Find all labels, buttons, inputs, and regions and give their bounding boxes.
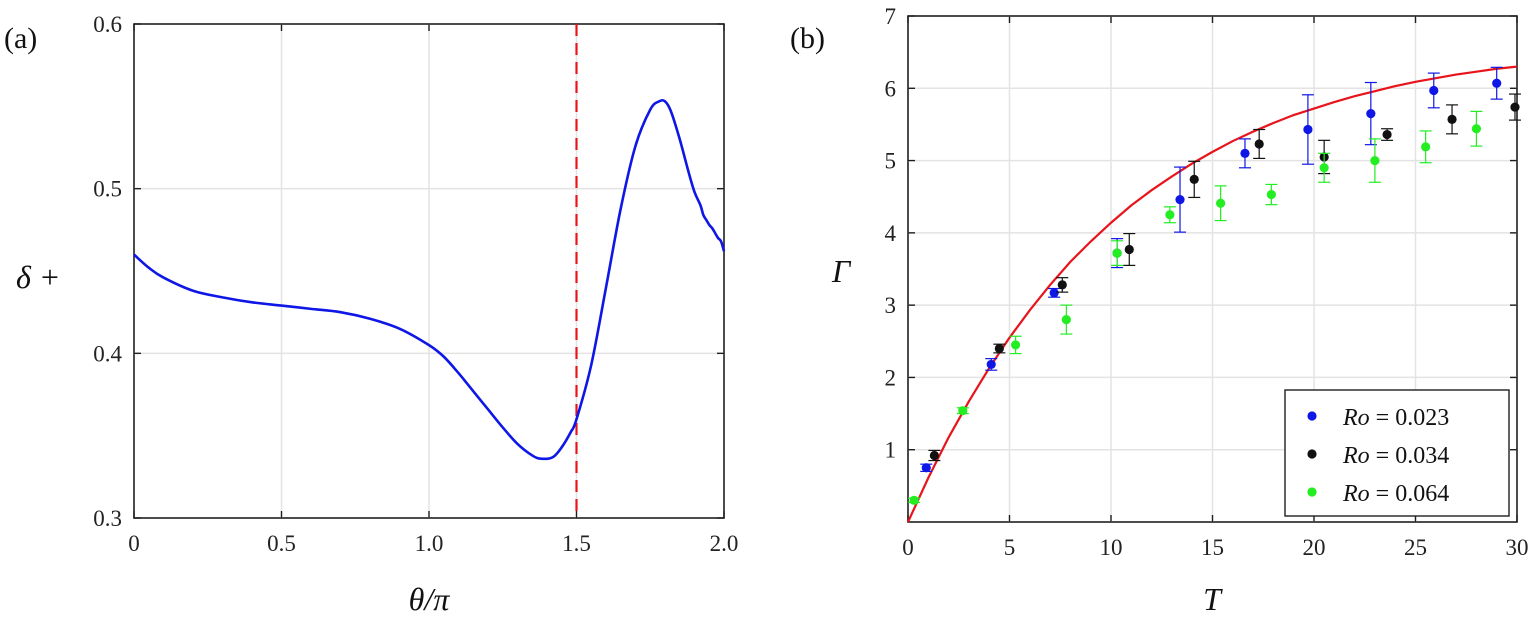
data-point bbox=[1061, 315, 1071, 325]
panel-a-xlabel: θ/π bbox=[409, 581, 451, 617]
data-point bbox=[921, 463, 931, 473]
legend-entry-symbol: Ro bbox=[1342, 481, 1370, 507]
panel-b-series-1 bbox=[928, 93, 1521, 462]
data-point bbox=[1240, 148, 1250, 158]
b-x-tick-label: 10 bbox=[1100, 535, 1123, 560]
data-point bbox=[1254, 139, 1264, 149]
legend-entry-value: = 0.023 bbox=[1370, 405, 1450, 431]
a-x-tick-label: 0 bbox=[128, 531, 140, 556]
b-x-tick-label: 30 bbox=[1506, 535, 1529, 560]
panel-b-ylabel: Γ bbox=[831, 253, 852, 289]
data-point bbox=[1382, 129, 1392, 140]
panel-b-gridlines bbox=[908, 16, 1517, 522]
data-point bbox=[1471, 124, 1481, 134]
b-y-tick-label: 7 bbox=[885, 4, 897, 29]
data-point bbox=[1189, 174, 1199, 184]
b-x-tick-label: 15 bbox=[1201, 535, 1224, 560]
data-point bbox=[1319, 163, 1329, 173]
a-y-tick-label: 0.4 bbox=[93, 341, 122, 366]
data-point bbox=[1303, 124, 1313, 135]
data-point bbox=[1112, 248, 1122, 258]
b-x-tick-label: 25 bbox=[1404, 535, 1427, 560]
panel-a-label: (a) bbox=[4, 22, 37, 55]
a-x-tick-label: 0.5 bbox=[267, 531, 296, 556]
legend-entry-value: = 0.064 bbox=[1370, 481, 1450, 507]
a-y-tick-label: 0.6 bbox=[93, 12, 122, 37]
data-point bbox=[1510, 102, 1520, 112]
panel-a-ticks: 0 0.5 1.0 1.5 2.0 0.3 0.4 0.5 0.6 bbox=[93, 12, 738, 556]
b-x-tick-label: 0 bbox=[902, 535, 914, 560]
data-point bbox=[1370, 155, 1380, 166]
b-y-tick-label: 1 bbox=[885, 438, 897, 463]
panel-b-series bbox=[908, 66, 1521, 505]
data-point bbox=[929, 450, 939, 461]
data-point bbox=[1421, 142, 1431, 152]
data-point bbox=[1165, 210, 1175, 220]
a-x-tick-label: 1.5 bbox=[562, 531, 591, 556]
data-point bbox=[1366, 108, 1376, 119]
b-y-tick-label: 5 bbox=[885, 149, 897, 174]
legend-entry-symbol: Ro bbox=[1342, 443, 1370, 469]
legend-entry-value: = 0.034 bbox=[1370, 443, 1450, 469]
panel-a-series-line bbox=[133, 98, 726, 461]
panel-b-fit-curve bbox=[907, 65, 1518, 523]
b-y-tick-label: 4 bbox=[885, 221, 897, 246]
legend-entry-symbol: Ro bbox=[1342, 405, 1370, 431]
data-point bbox=[958, 406, 968, 416]
panel-b-label: (b) bbox=[790, 22, 825, 55]
b-x-tick-label: 5 bbox=[1004, 535, 1016, 560]
a-x-tick-label: 2.0 bbox=[710, 531, 739, 556]
data-point bbox=[1266, 189, 1276, 200]
b-x-tick-label: 20 bbox=[1303, 535, 1326, 560]
b-y-tick-label: 2 bbox=[885, 365, 897, 390]
data-point bbox=[1010, 340, 1021, 350]
data-point bbox=[1124, 244, 1134, 255]
data-point bbox=[1049, 288, 1059, 298]
data-point bbox=[994, 343, 1004, 354]
legend-marker bbox=[1307, 411, 1317, 421]
a-y-tick-label: 0.3 bbox=[93, 506, 122, 531]
panel-a-line-chart: 0 0.5 1.0 1.5 2.0 0.3 0.4 0.5 0.6 (a) δ + θ/π bbox=[4, 12, 738, 617]
data-point bbox=[1429, 85, 1439, 96]
panel-a-series bbox=[133, 98, 726, 461]
data-point bbox=[1175, 195, 1185, 205]
panel-b-xlabel: T bbox=[1203, 581, 1223, 617]
b-y-tick-label: 3 bbox=[885, 293, 897, 318]
a-x-tick-label: 1.0 bbox=[415, 531, 444, 556]
panel-a-ylabel: δ + bbox=[16, 259, 60, 295]
data-point bbox=[1057, 280, 1067, 290]
data-point bbox=[1447, 114, 1457, 124]
panel-a-gridlines bbox=[134, 24, 724, 518]
panel-b-ticks: 0 5 10 15 20 25 30 1 2 3 4 5 6 7 bbox=[885, 4, 1529, 560]
legend-entry-label: Ro = 0.023 bbox=[1342, 405, 1449, 431]
legend-entry-label: Ro = 0.034 bbox=[1342, 443, 1449, 469]
data-point bbox=[1216, 198, 1226, 208]
b-y-tick-label: 6 bbox=[885, 76, 897, 101]
data-point bbox=[1492, 78, 1502, 88]
data-point bbox=[986, 359, 996, 370]
panel-b-series-2 bbox=[908, 110, 1483, 505]
panel-b-fit-curve-line bbox=[907, 65, 1518, 523]
legend-marker bbox=[1307, 487, 1317, 497]
data-point bbox=[909, 495, 919, 505]
a-y-tick-label: 0.5 bbox=[93, 177, 122, 202]
legend-entry-label: Ro = 0.064 bbox=[1342, 481, 1449, 507]
legend-marker bbox=[1307, 449, 1317, 459]
legend-box bbox=[1284, 389, 1510, 517]
